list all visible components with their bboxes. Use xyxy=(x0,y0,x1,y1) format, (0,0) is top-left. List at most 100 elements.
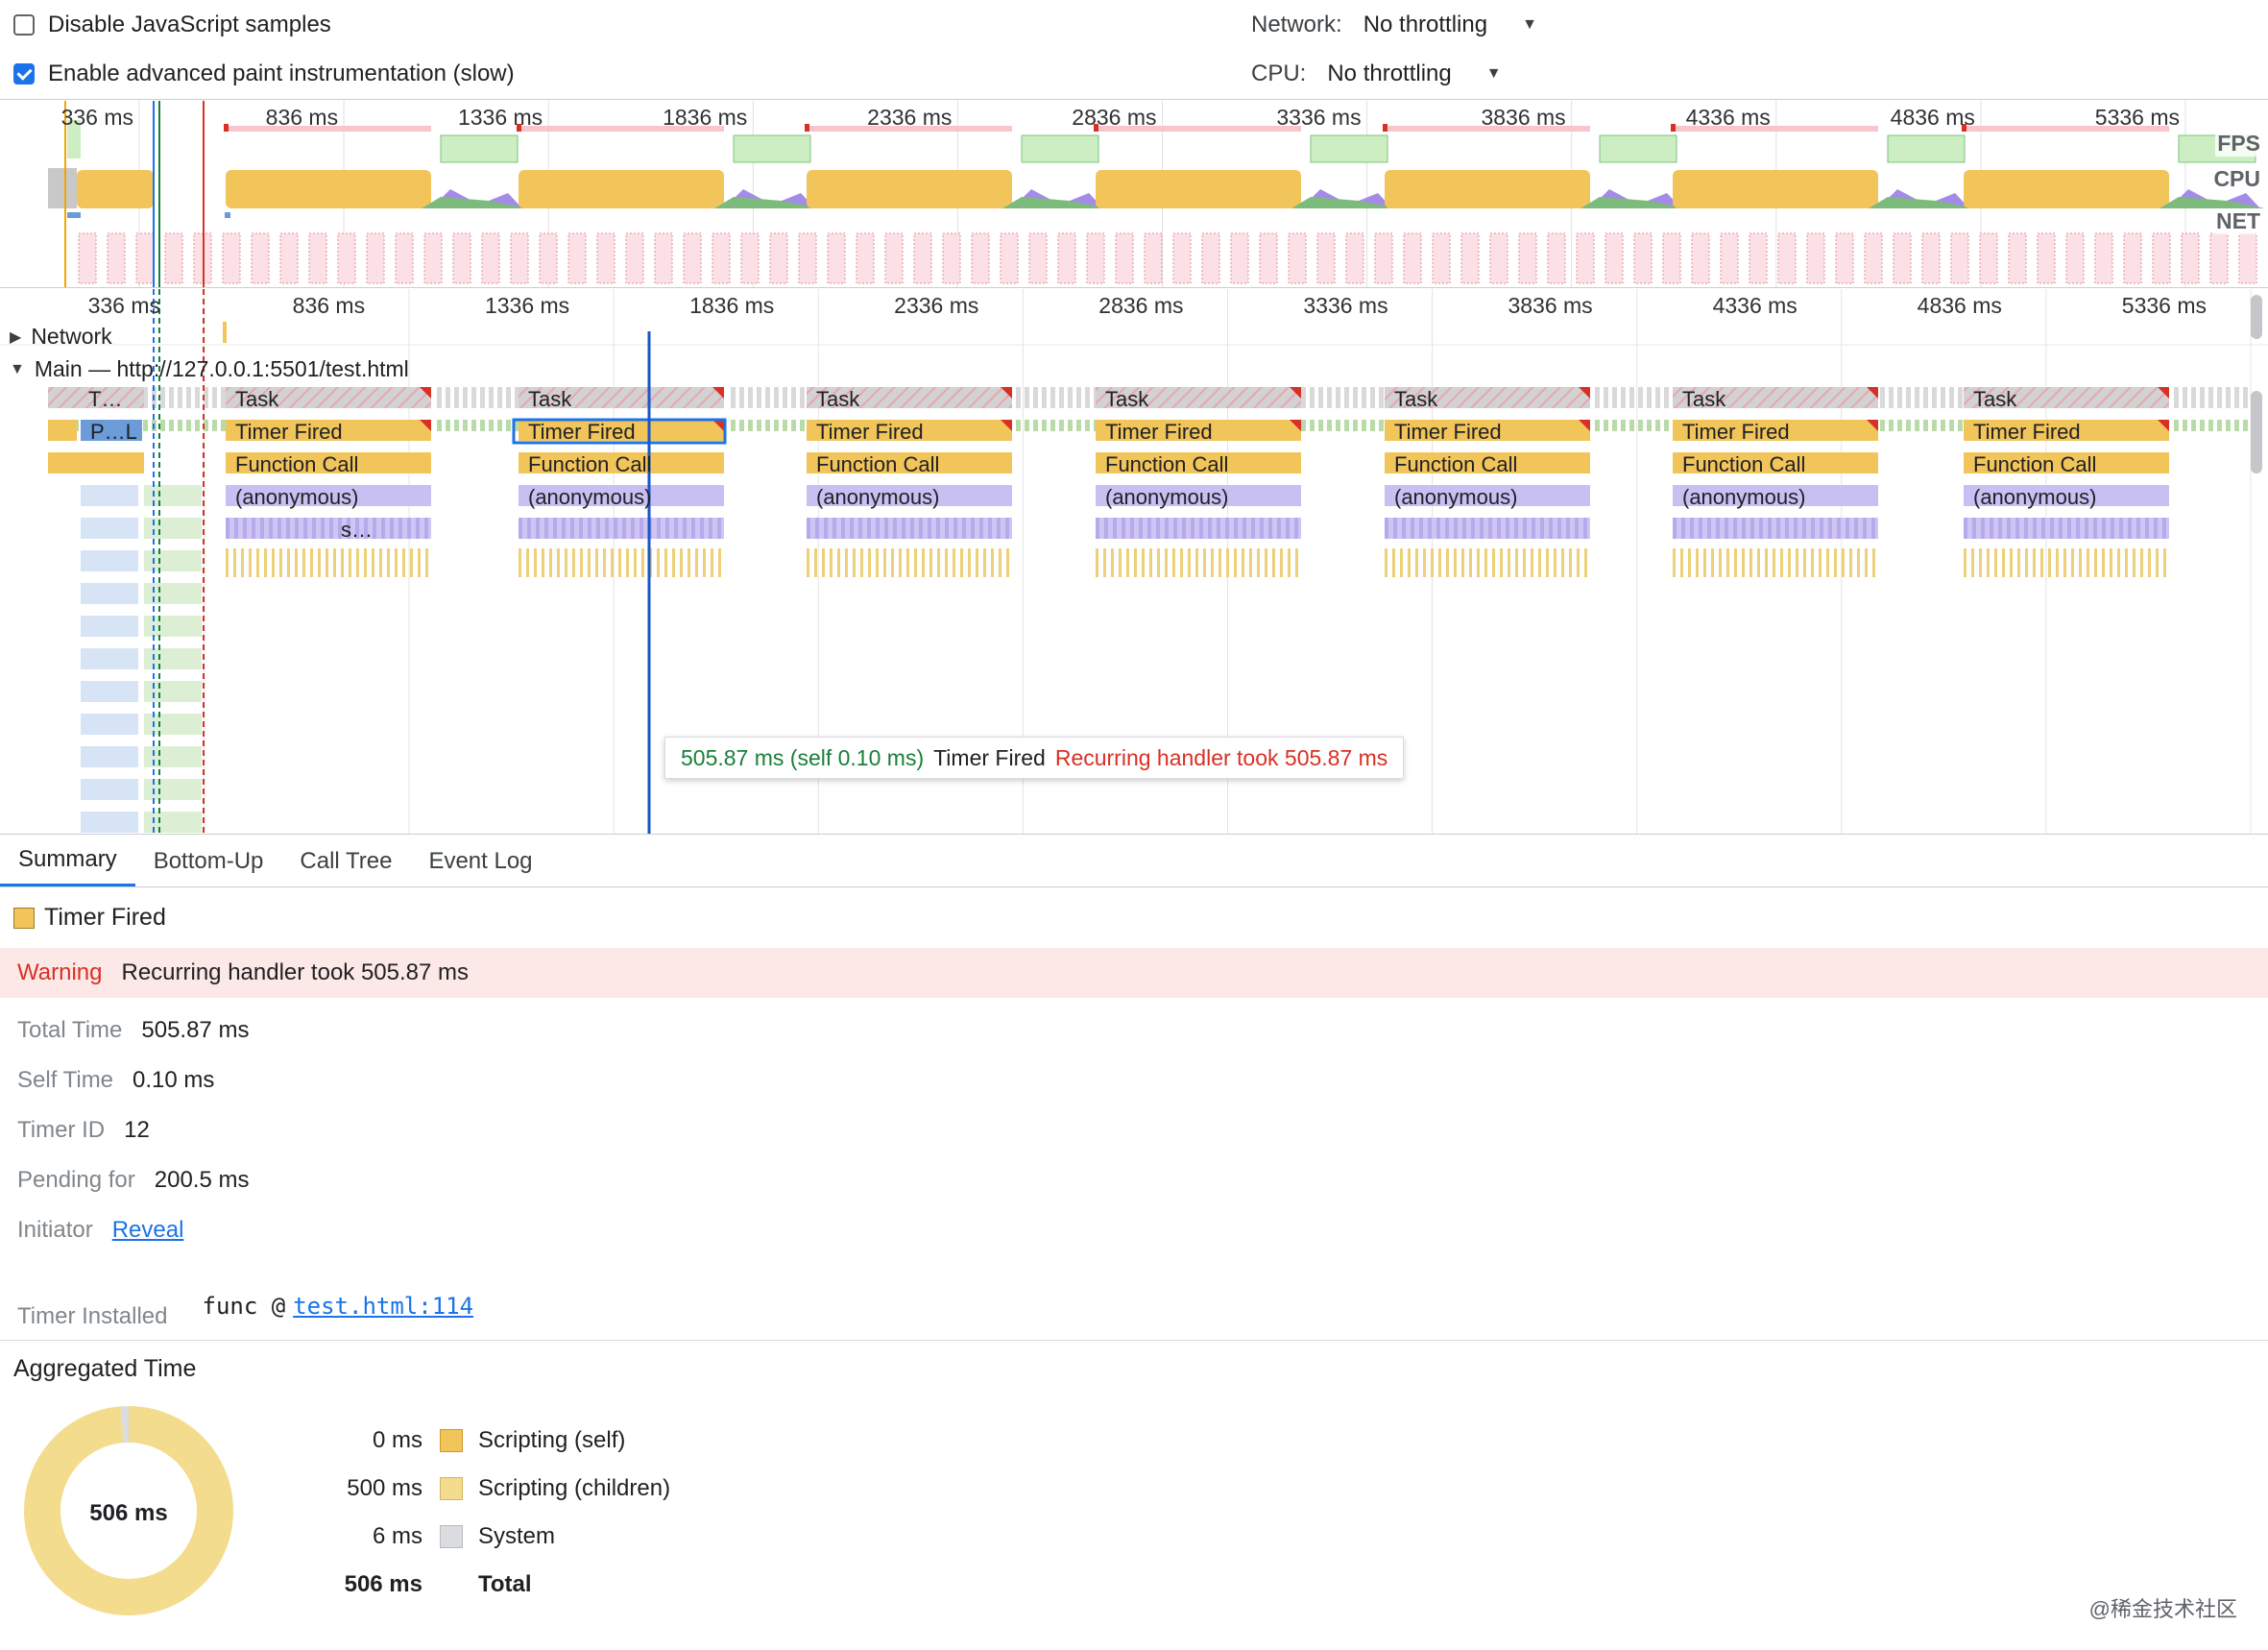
tab-event-log[interactable]: Event Log xyxy=(428,847,533,874)
short-timer xyxy=(2174,420,2179,431)
child-stripe xyxy=(1690,518,1694,539)
short-timer xyxy=(1370,420,1375,431)
deep-call xyxy=(226,548,229,577)
main-scrollbar-thumb[interactable] xyxy=(2251,391,2262,473)
flame-tick-label: 4336 ms xyxy=(1712,293,1798,318)
self-time-value: 0.10 ms xyxy=(133,1067,215,1093)
legend-value: 0 ms xyxy=(372,1427,422,1453)
short-timer xyxy=(437,420,442,431)
event-title-text: Timer Fired xyxy=(44,904,166,931)
deep-call xyxy=(1006,548,1009,577)
child-stripe xyxy=(1820,518,1823,539)
early-block xyxy=(81,648,138,669)
legend-value: 500 ms xyxy=(347,1475,422,1501)
child-stripe xyxy=(1393,518,1397,539)
net-frame xyxy=(740,232,760,284)
child-stripe xyxy=(1480,518,1484,539)
cpu-throttling-select[interactable]: No throttling ▼ xyxy=(1327,61,1501,87)
child-stripe xyxy=(1846,518,1849,539)
deep-call xyxy=(1415,548,1418,577)
deep-call xyxy=(1788,548,1791,577)
deep-call xyxy=(2017,548,2020,577)
net-frame xyxy=(1921,232,1941,284)
deep-call xyxy=(1500,548,1503,577)
network-scrollbar-thumb[interactable] xyxy=(2251,295,2262,339)
flame-tick-label: 1336 ms xyxy=(484,293,570,318)
child-stripe xyxy=(1199,518,1203,539)
deep-call xyxy=(1234,548,1237,577)
short-task xyxy=(2226,387,2231,408)
child-stripe xyxy=(1217,518,1220,539)
disable-js-samples-checkbox[interactable] xyxy=(13,14,35,36)
short-timer xyxy=(2208,420,2213,431)
net-frame xyxy=(654,232,673,284)
child-stripe xyxy=(700,518,704,539)
tab-bottom-up[interactable]: Bottom-Up xyxy=(153,847,264,874)
early-block xyxy=(81,714,138,735)
short-timer xyxy=(160,420,165,431)
deep-call xyxy=(333,548,336,577)
fps-red-marker xyxy=(517,124,521,132)
timer-installed-label: Timer Installed xyxy=(17,1303,168,1329)
short-task xyxy=(1949,387,1954,408)
child-stripe xyxy=(1173,518,1177,539)
child-stripe xyxy=(1802,518,1806,539)
net-frame xyxy=(423,232,443,284)
flame-chart[interactable]: 336 ms 836 ms 1336 ms 1836 ms 2336 ms 2836 ms… xyxy=(0,289,2268,835)
advanced-paint-option[interactable]: Enable advanced paint instrumentation (s… xyxy=(13,61,515,87)
advanced-paint-checkbox[interactable] xyxy=(13,63,35,85)
short-timer xyxy=(1379,420,1384,431)
anonymous-block xyxy=(519,485,724,506)
pending-for-row: Pending for 200.5 ms xyxy=(17,1167,249,1194)
short-timer xyxy=(186,420,191,431)
anonymous-block xyxy=(1385,485,1590,506)
deep-call xyxy=(672,548,675,577)
tab-call-tree[interactable]: Call Tree xyxy=(300,847,393,874)
selected-timer-outline xyxy=(512,418,727,445)
short-timer xyxy=(2243,420,2248,431)
deep-call xyxy=(664,548,667,577)
aggregated-donut-chart: 506 ms xyxy=(24,1406,233,1615)
warning-triangle xyxy=(1867,420,1878,431)
child-stripe xyxy=(876,518,880,539)
child-stripe xyxy=(902,518,905,539)
deep-call xyxy=(364,548,367,577)
short-task xyxy=(2200,387,2205,408)
child-block xyxy=(1096,518,1301,539)
child-stripe xyxy=(1785,518,1789,539)
child-stripe xyxy=(614,518,617,539)
short-timer xyxy=(1612,420,1617,431)
tab-summary[interactable]: Summary xyxy=(0,836,135,886)
child-stripe xyxy=(2093,518,2097,539)
anonymous-block xyxy=(1096,485,1301,506)
child-stripe xyxy=(1130,518,1134,539)
fps-frame xyxy=(67,120,81,158)
short-task xyxy=(2174,387,2179,408)
timer-installed-link[interactable]: test.html:114 xyxy=(293,1293,474,1320)
flame-tick-label: 4836 ms xyxy=(1917,293,2002,318)
deep-call xyxy=(876,548,879,577)
deep-call xyxy=(534,548,537,577)
deep-call xyxy=(2010,548,2013,577)
task-block xyxy=(1673,387,1878,408)
short-task xyxy=(2234,387,2239,408)
main-track-header[interactable]: ▼ Main — http://127.0.0.1:5501/test.html xyxy=(10,356,409,382)
short-timer xyxy=(731,420,736,431)
deep-call xyxy=(410,548,413,577)
overview-tick-label: 1836 ms xyxy=(663,105,748,130)
net-frame xyxy=(395,232,414,284)
child-stripe xyxy=(709,518,712,539)
short-task xyxy=(1327,387,1332,408)
network-track-header[interactable]: ▶ Network xyxy=(10,324,112,350)
child-stripe xyxy=(295,518,299,539)
deep-call xyxy=(1577,548,1580,577)
network-throttling-select[interactable]: No throttling ▼ xyxy=(1363,12,1537,38)
disable-js-samples-option[interactable]: Disable JavaScript samples xyxy=(13,12,331,38)
initiator-reveal-link[interactable]: Reveal xyxy=(111,1217,184,1243)
timeline-overview[interactable]: 336 ms 836 ms 1336 ms 1836 ms 2336 ms 2836 ms… xyxy=(0,101,2268,288)
short-task xyxy=(489,387,494,408)
child-stripe xyxy=(2024,518,2028,539)
deep-call xyxy=(922,548,925,577)
short-task xyxy=(515,387,519,408)
net-frame xyxy=(251,232,270,284)
